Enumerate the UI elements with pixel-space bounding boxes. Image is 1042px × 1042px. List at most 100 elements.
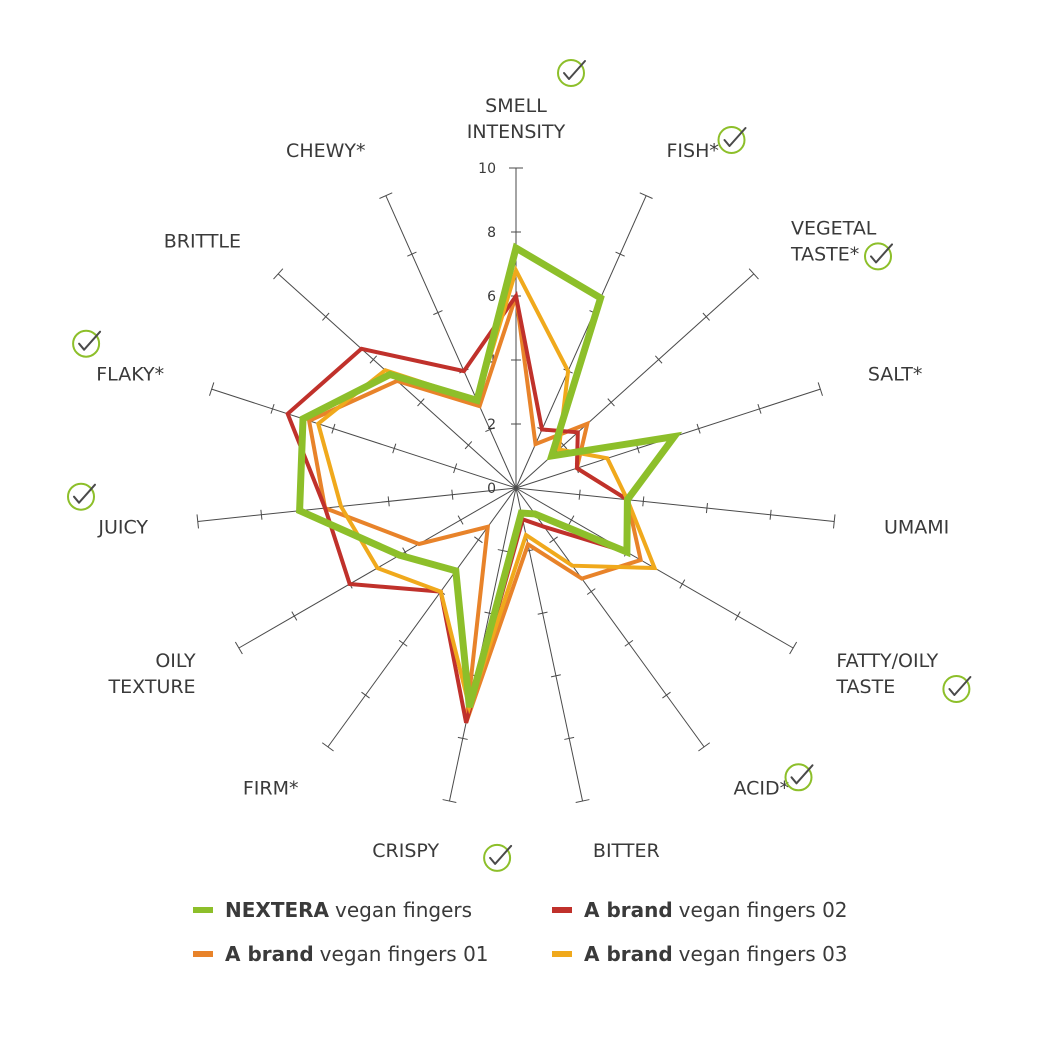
axis-tick [474, 536, 483, 544]
axis-label: BITTER [593, 840, 660, 862]
check-circle-icon [67, 482, 96, 511]
check-circle [864, 242, 892, 271]
tick-label: 8 [487, 225, 496, 241]
axis-label: FISH* [666, 140, 718, 162]
axis-tick [696, 423, 701, 434]
check-circle [942, 675, 971, 703]
axis-tick [387, 496, 390, 507]
axis-tick [550, 674, 561, 678]
axis-tick [537, 611, 548, 615]
axis-label: BRITTLE [164, 230, 241, 252]
axis-tick [705, 503, 708, 514]
axis-tick [464, 441, 473, 450]
axis-line [515, 195, 647, 489]
axis-tick [260, 509, 263, 520]
axis-tick [234, 641, 243, 655]
axis-tick [615, 251, 625, 257]
axis-tick [748, 268, 759, 280]
axis-label: VEGETAL TASTE* [790, 217, 877, 265]
axis-tick [451, 489, 454, 500]
tick-label: 10 [478, 161, 496, 177]
axis-tick [698, 742, 711, 752]
check-circle-icon [72, 329, 102, 358]
axis-line [327, 487, 517, 748]
check-mark [790, 764, 814, 785]
axis-tick [321, 742, 334, 752]
axis-tick [398, 639, 408, 647]
axis-tick [568, 515, 575, 525]
axis-tick [833, 514, 836, 529]
axis-tick [564, 736, 575, 740]
axis-tick [291, 611, 298, 621]
axis-tick [817, 382, 823, 396]
tick-labels: 0 2 4 6 8 10 [478, 161, 496, 497]
axis-tick [361, 691, 370, 699]
series-line-vegan-fingers-01 [306, 295, 644, 724]
axis-line [211, 388, 517, 489]
check-circle [717, 126, 746, 154]
check-mark [489, 844, 513, 865]
axis-label: UMAMI [884, 517, 949, 539]
axis-tick [757, 403, 762, 414]
check-mark [723, 127, 747, 147]
axis-label: SMELL INTENSITY [467, 95, 566, 143]
check-mark [73, 483, 96, 504]
axis-tick [679, 579, 686, 589]
axis-tick [578, 489, 581, 500]
axis-tick [457, 515, 464, 525]
check-circle-icon [864, 242, 893, 271]
check-mark [870, 243, 893, 264]
check-circle [72, 329, 101, 358]
check-circle-icon [942, 675, 972, 703]
axis-tick [639, 192, 653, 199]
axis-tick [769, 509, 772, 520]
axis-line [385, 195, 517, 489]
axis-tick [322, 312, 330, 321]
axis-tick [702, 312, 710, 321]
axis-tick [433, 310, 443, 316]
axis-label: FIRM* [243, 777, 299, 799]
axis-tick [789, 641, 798, 655]
check-circle-icon [717, 126, 747, 154]
axis-tick [497, 549, 508, 553]
axis-tick [624, 639, 634, 647]
check-circle-icon [784, 763, 814, 792]
axis-tick [453, 463, 458, 474]
axis-tick [442, 799, 457, 803]
axis-label: SALT* [868, 364, 923, 386]
axis-tick [392, 443, 397, 454]
axis-tick [457, 736, 468, 740]
check-circle-icon [557, 59, 586, 87]
tick-label: 4 [487, 353, 496, 369]
check-mark [563, 60, 586, 80]
check-circle [67, 482, 95, 511]
axis-line [515, 487, 705, 748]
check-icons [67, 59, 972, 872]
check-circle [483, 843, 512, 872]
check-circle [557, 59, 585, 87]
tick-label: 6 [487, 289, 496, 305]
check-mark [78, 330, 102, 351]
axis-label: JUICY [97, 517, 148, 539]
axis-tick [575, 799, 590, 803]
axis-line [197, 487, 517, 522]
check-circle [784, 763, 813, 792]
axis-tick [734, 611, 741, 621]
axis-line [515, 487, 835, 522]
axis-tick [209, 382, 215, 396]
check-circle-icon [483, 843, 513, 872]
axis-tick [586, 588, 596, 595]
axis-tick [607, 398, 615, 407]
axis-tick [273, 268, 284, 280]
axis-tick [379, 192, 393, 199]
axis-label: FLAKY* [96, 364, 164, 386]
axis-label: CRISPY [372, 840, 439, 862]
axis-tick [662, 691, 671, 699]
axis-line [515, 487, 584, 802]
axis-tick [407, 251, 417, 257]
axis-tick [196, 514, 199, 529]
axis-label: ACID* [733, 777, 789, 799]
tick-label: 0 [487, 481, 496, 497]
axis-tick [369, 355, 378, 364]
